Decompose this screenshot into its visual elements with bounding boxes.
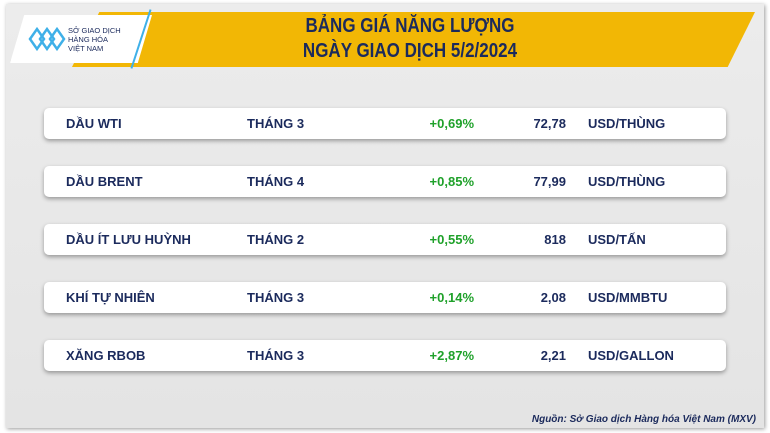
contract-month: THÁNG 3 bbox=[247, 290, 305, 305]
commodity-name: XĂNG RBOB bbox=[66, 348, 146, 363]
contract-month: THÁNG 3 bbox=[247, 116, 305, 131]
source-note: Nguồn: Sở Giao dịch Hàng hóa Việt Nam (M… bbox=[531, 414, 756, 425]
logo: SỞ GIAO DỊCH HÀNG HÓA VIỆT NAM bbox=[10, 15, 152, 63]
change-percent: +0,55% bbox=[429, 232, 474, 247]
table-row: KHÍ TỰ NHIÊN THÁNG 3 +0,14% 2,08 USD/MMBTU bbox=[44, 282, 726, 313]
table-row: DẦU WTI THÁNG 3 +0,69% 72,78 USD/THÙNG bbox=[44, 108, 726, 139]
table-row: DẦU ÍT LƯU HUỲNH THÁNG 2 +0,55% 818 USD/TẤN bbox=[44, 224, 726, 255]
logo-text-2: HÀNG HÓA bbox=[68, 35, 109, 44]
logo-mark-icon bbox=[28, 26, 66, 52]
change-percent: +0,85% bbox=[429, 174, 474, 189]
unit: USD/TẤN bbox=[588, 232, 646, 247]
contract-month: THÁNG 2 bbox=[247, 232, 305, 247]
change-percent: +2,87% bbox=[429, 348, 474, 363]
change-percent: +0,14% bbox=[429, 290, 474, 305]
price: 2,08 bbox=[540, 290, 566, 305]
unit: USD/THÙNG bbox=[588, 174, 666, 189]
price: 2,21 bbox=[540, 348, 566, 363]
contract-month: THÁNG 4 bbox=[247, 174, 305, 189]
title-line-1: BẢNG GIÁ NĂNG LƯỢNG bbox=[305, 15, 515, 37]
contract-month: THÁNG 3 bbox=[247, 348, 305, 363]
unit: USD/MMBTU bbox=[588, 290, 668, 305]
commodity-name: KHÍ TỰ NHIÊN bbox=[66, 290, 155, 305]
price: 818 bbox=[544, 232, 566, 247]
title-banner bbox=[72, 12, 755, 67]
table-row: XĂNG RBOB THÁNG 3 +2,87% 2,21 USD/GALLON bbox=[44, 340, 726, 371]
page-title: BẢNG GIÁ NĂNG LƯỢNG NGÀY GIAO DỊCH 5/2/2… bbox=[189, 14, 631, 64]
commodity-name: DẦU WTI bbox=[66, 116, 122, 131]
commodity-name: DẦU ÍT LƯU HUỲNH bbox=[66, 232, 191, 247]
commodity-name: DẦU BRENT bbox=[66, 174, 143, 189]
logo-text-1: SỞ GIAO DỊCH bbox=[68, 26, 121, 35]
unit: USD/THÙNG bbox=[588, 116, 666, 131]
change-percent: +0,69% bbox=[429, 116, 474, 131]
logo-text-3: VIỆT NAM bbox=[68, 44, 104, 53]
title-line-2: NGÀY GIAO DỊCH 5/2/2024 bbox=[302, 40, 518, 62]
price: 72,78 bbox=[533, 116, 566, 131]
unit: USD/GALLON bbox=[588, 348, 674, 363]
table-row: DẦU BRENT THÁNG 4 +0,85% 77,99 USD/THÙNG bbox=[44, 166, 726, 197]
price: 77,99 bbox=[533, 174, 566, 189]
